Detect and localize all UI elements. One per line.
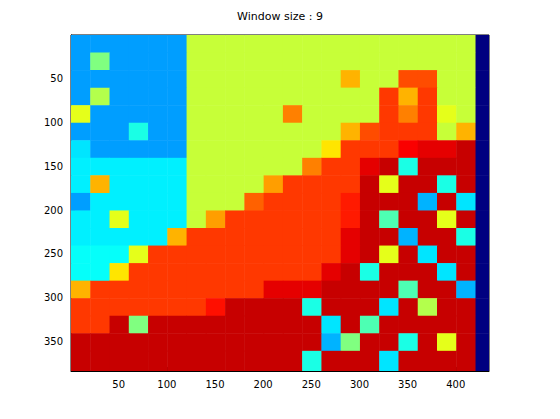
svg-text:200: 200 — [44, 205, 63, 216]
svg-text:100: 100 — [44, 117, 63, 128]
svg-text:150: 150 — [44, 161, 63, 172]
svg-text:100: 100 — [157, 379, 176, 390]
svg-text:400: 400 — [446, 379, 465, 390]
svg-text:50: 50 — [112, 379, 125, 390]
svg-text:Window size : 9: Window size : 9 — [237, 10, 323, 23]
svg-text:250: 250 — [44, 248, 63, 259]
svg-text:350: 350 — [398, 379, 417, 390]
svg-text:200: 200 — [254, 379, 273, 390]
svg-text:50: 50 — [50, 73, 63, 84]
svg-text:250: 250 — [302, 379, 321, 390]
svg-text:300: 300 — [44, 292, 63, 303]
svg-text:150: 150 — [205, 379, 224, 390]
svg-text:300: 300 — [350, 379, 369, 390]
svg-text:350: 350 — [44, 336, 63, 347]
